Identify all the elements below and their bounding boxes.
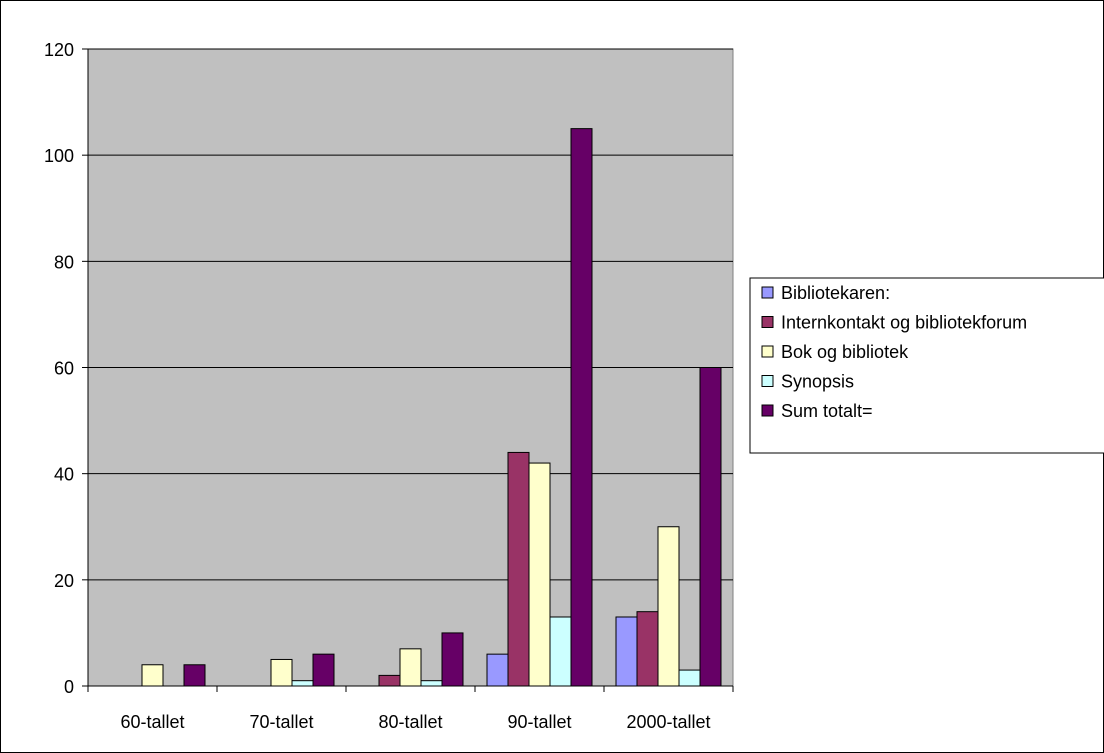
x-tick-label: 80-tallet [378,712,442,732]
x-tick-label: 90-tallet [507,712,571,732]
bar [291,680,314,687]
y-tick-label: 120 [44,40,74,60]
bar [183,664,206,687]
bar [699,367,722,687]
bar [528,462,551,687]
bar [615,616,638,687]
gridlines [88,48,733,581]
bar [378,674,401,687]
legend-items: Bibliotekaren: Internkontakt og bibliotek… [761,283,1027,421]
y-tick-labels: 0 20 40 60 80 100 120 [44,40,74,697]
x-tick-labels: 60-tallet 70-tallet 80-tallet 90-tallet 2000… [120,712,710,732]
legend-label: Sum totalt= [781,401,873,421]
legend-swatch [761,404,774,417]
legend-label: Internkontakt og bibliotekforum [781,313,1027,333]
bar [570,128,593,687]
y-tick-label: 60 [54,359,74,379]
y-tick-label: 100 [44,146,74,166]
bar [636,611,659,687]
axes [82,48,734,692]
bar [507,451,530,687]
bars [141,128,722,687]
bar [486,653,509,687]
legend-label: Bok og bibliotek [781,342,909,362]
bar [312,653,335,687]
bar [678,669,701,687]
legend-label: Synopsis [781,372,854,392]
legend-label: Bibliotekaren: [781,283,890,303]
x-tick-label: 2000-tallet [626,712,710,732]
legend-swatch [761,345,774,358]
legend-box [749,277,1104,454]
y-tick-label: 0 [64,677,74,697]
x-tick-label: 60-tallet [120,712,184,732]
legend-swatch [761,375,774,387]
bar [420,680,443,687]
bar [399,648,422,687]
y-tick-label: 20 [54,571,74,591]
legend-swatch [761,286,774,299]
bar [441,632,464,687]
bar [141,664,164,687]
bar [657,526,680,687]
x-tick-label: 70-tallet [249,712,313,732]
legend-swatch [761,316,774,328]
y-tick-label: 80 [54,252,74,272]
bar [270,658,293,687]
bar [549,616,572,687]
legend: Bibliotekaren: Internkontakt og bibliotek… [749,277,1104,454]
y-tick-label: 40 [54,465,74,485]
